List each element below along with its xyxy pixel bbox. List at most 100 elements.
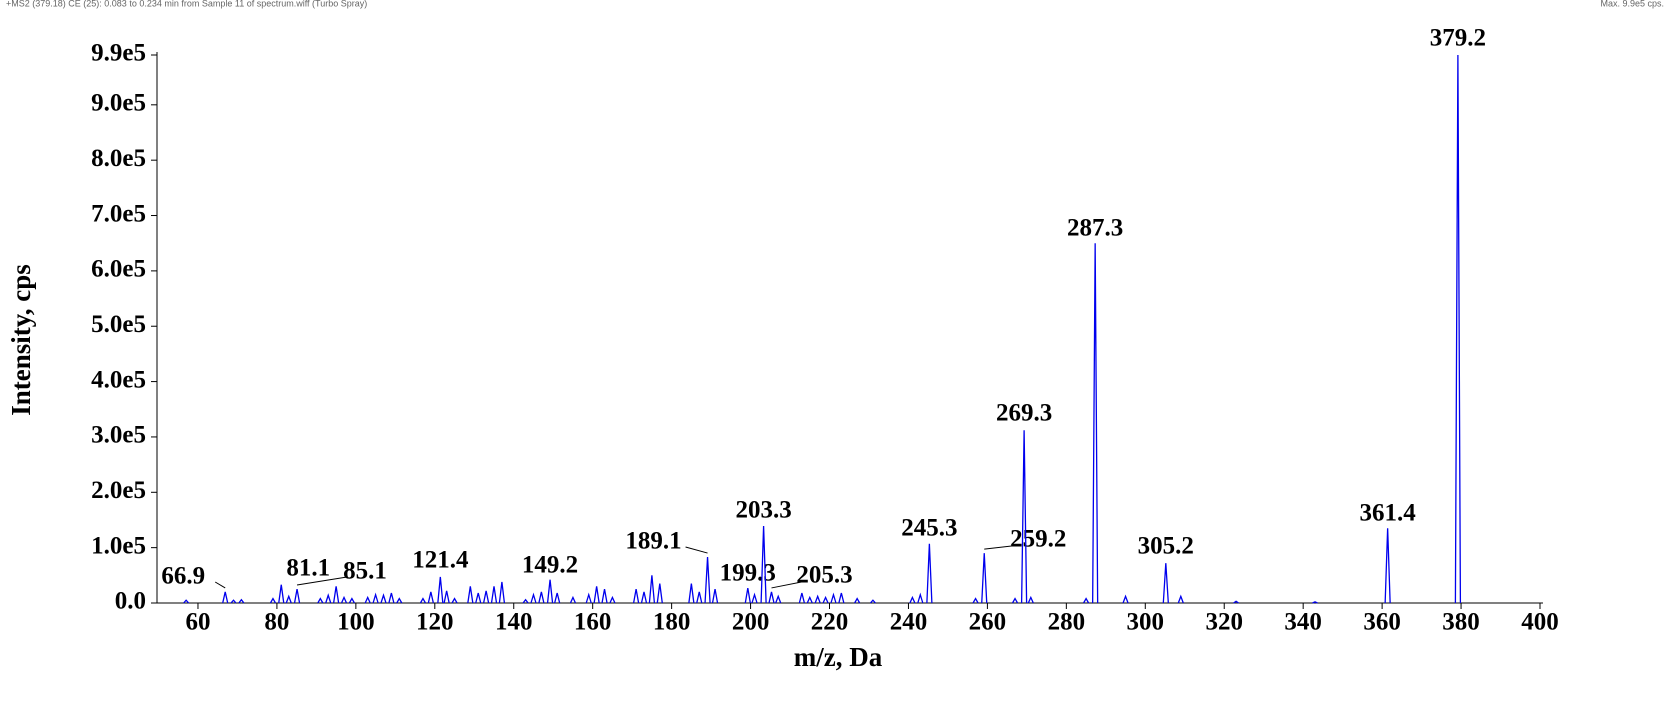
peak xyxy=(822,595,829,604)
peak xyxy=(238,598,245,604)
x-tick-label: 200 xyxy=(732,609,770,636)
peak xyxy=(348,597,355,604)
x-tick-label: 340 xyxy=(1284,609,1322,636)
peak xyxy=(609,595,616,604)
y-tick-label: 9.9e5 xyxy=(91,40,146,67)
chart-subtitle: +MS2 (379.18) CE (25): 0.083 to 0.234 mi… xyxy=(6,0,367,8)
x-tick-label: 80 xyxy=(264,609,289,636)
x-tick-label: 320 xyxy=(1205,609,1243,636)
peak xyxy=(372,592,379,604)
peak xyxy=(317,597,324,604)
peak xyxy=(688,583,695,604)
y-tick-label: 9.0e5 xyxy=(91,90,146,117)
peak xyxy=(1027,595,1034,604)
y-tick-label: 1.0e5 xyxy=(91,532,146,559)
peak xyxy=(585,592,592,604)
peak-label: 287.3 xyxy=(1067,215,1123,242)
x-tick-label: 280 xyxy=(1048,609,1086,636)
peak-label: 199.3 xyxy=(720,560,776,587)
peak xyxy=(640,591,648,604)
peak xyxy=(467,586,474,604)
y-axis-title: Intensity, cps xyxy=(6,264,36,416)
peak xyxy=(1177,594,1184,604)
peak xyxy=(569,595,577,604)
peak-label: 66.9 xyxy=(161,563,205,590)
leader-line xyxy=(771,580,807,589)
peak-label: 245.3 xyxy=(901,515,957,542)
peak xyxy=(1384,528,1391,604)
peak xyxy=(230,599,237,604)
peak xyxy=(917,592,924,604)
peak xyxy=(744,587,751,604)
peak xyxy=(498,581,506,604)
peak xyxy=(546,579,554,604)
peak xyxy=(475,592,482,604)
peak-label: 379.2 xyxy=(1430,25,1486,52)
peak xyxy=(1020,430,1028,604)
peak xyxy=(696,591,703,604)
peak xyxy=(388,592,395,604)
peak xyxy=(269,597,277,604)
peak xyxy=(427,591,434,604)
peak xyxy=(332,586,340,604)
leader-line xyxy=(685,546,708,554)
peak xyxy=(293,589,301,604)
peak xyxy=(364,595,371,604)
peak-label: 305.2 xyxy=(1138,533,1194,560)
x-tick-label: 120 xyxy=(416,609,454,636)
peak xyxy=(538,591,545,604)
peak xyxy=(1092,243,1099,604)
peak xyxy=(443,590,450,604)
peak xyxy=(522,598,529,604)
peak xyxy=(704,557,711,604)
y-tick-label: 8.0e5 xyxy=(91,145,146,172)
leader-line xyxy=(984,544,1021,550)
peak xyxy=(838,592,845,604)
x-tick-label: 100 xyxy=(337,609,375,636)
peak xyxy=(1122,594,1129,604)
peak xyxy=(1454,54,1462,604)
peak xyxy=(768,591,775,604)
y-tick-label: 6.0e5 xyxy=(91,256,146,283)
peak xyxy=(1312,601,1318,604)
peak xyxy=(325,593,332,604)
peak xyxy=(854,597,861,604)
peak xyxy=(419,597,427,604)
x-tick-label: 360 xyxy=(1363,609,1401,636)
peak xyxy=(814,594,821,604)
x-tick-label: 140 xyxy=(495,609,533,636)
x-tick-label: 180 xyxy=(653,609,691,636)
x-tick-label: 160 xyxy=(574,609,612,636)
peak xyxy=(830,592,837,604)
peak xyxy=(1233,600,1239,604)
peak xyxy=(601,589,608,604)
peak-label: 189.1 xyxy=(625,528,681,555)
x-tick-label: 260 xyxy=(969,609,1007,636)
peak-label: 205.3 xyxy=(796,562,852,589)
peak-label: 259.2 xyxy=(1010,526,1066,553)
peak-label: 81.1 xyxy=(286,555,330,582)
peak-label: 203.3 xyxy=(735,497,791,524)
peak xyxy=(909,595,916,604)
peak xyxy=(1011,597,1019,604)
peak xyxy=(981,553,988,604)
x-tick-label: 380 xyxy=(1442,609,1480,636)
y-tick-label: 2.0e5 xyxy=(91,477,146,504)
leader-line xyxy=(214,581,226,589)
x-tick-label: 220 xyxy=(811,609,849,636)
peak xyxy=(972,597,979,604)
peak xyxy=(926,543,933,604)
peak xyxy=(648,575,656,604)
peak xyxy=(278,584,285,604)
peak-label: 121.4 xyxy=(412,547,469,574)
peak xyxy=(806,595,813,604)
peak xyxy=(340,595,348,604)
max-label: Max. 9.9e5 cps. xyxy=(1600,0,1664,8)
y-tick-label: 3.0e5 xyxy=(91,422,146,449)
peak xyxy=(775,594,782,604)
y-tick-label: 5.0e5 xyxy=(91,311,146,338)
peak xyxy=(396,597,403,604)
x-tick-label: 400 xyxy=(1521,609,1559,636)
peak xyxy=(451,597,458,604)
